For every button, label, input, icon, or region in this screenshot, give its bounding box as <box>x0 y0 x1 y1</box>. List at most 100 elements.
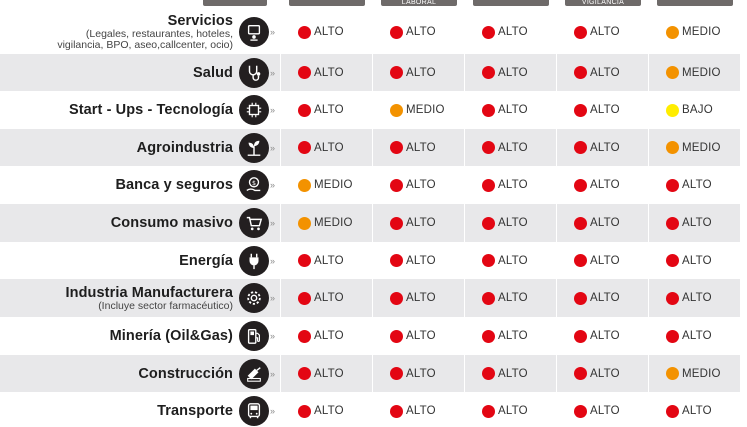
risk-level-label: ALTO <box>498 104 528 116</box>
risk-cell: ALTO <box>281 317 372 355</box>
risk-dot-icon <box>666 216 679 230</box>
sector-label: Banca y seguros <box>115 177 239 193</box>
risk-cell: ALTO <box>649 279 740 317</box>
plant-icon <box>239 132 269 163</box>
risk-cell: ALTO <box>465 204 556 242</box>
sector-label-cell: Transporte » <box>0 392 280 427</box>
risk-dot-icon <box>390 66 403 79</box>
risk-level-label: ALTO <box>590 405 620 417</box>
sector-label-cell: Energía » <box>0 242 280 279</box>
table-row: Consumo masivo » MEDIO ALTO ALTO ALTO ALTO <box>0 204 747 242</box>
risk-level-label: BAJO <box>682 104 713 116</box>
sector-subtitle: (Incluye sector farmacéutico) <box>98 299 233 312</box>
risk-level-label: MEDIO <box>314 179 353 191</box>
risk-level-label: ALTO <box>590 367 620 380</box>
risk-level-label: ALTO <box>314 405 344 417</box>
risk-level-label: ALTO <box>314 26 344 38</box>
risk-cell: ALTO <box>557 355 648 392</box>
risk-cell: ALTO <box>373 204 464 242</box>
risk-level-label: ALTO <box>406 292 436 304</box>
risk-cell: MEDIO <box>649 54 740 91</box>
risk-dot-icon <box>390 25 403 39</box>
sector-label: Minería (Oil&Gas) <box>110 328 239 344</box>
risk-dot-icon <box>298 216 311 230</box>
risk-level-label: ALTO <box>406 66 436 79</box>
risk-level-label: ALTO <box>314 66 344 79</box>
risk-dot-icon <box>574 254 587 267</box>
risk-cell: ALTO <box>649 242 740 279</box>
risk-cell: ALTO <box>557 129 648 166</box>
cart-icon <box>239 208 269 238</box>
risk-cell: ALTO <box>281 242 372 279</box>
risk-level-label: ALTO <box>314 254 344 267</box>
risk-cell: ALTO <box>557 392 648 427</box>
risk-cell: ALTO <box>373 392 464 427</box>
risk-dot-icon <box>390 291 403 305</box>
risk-cell: ALTO <box>465 129 556 166</box>
sector-label-cell: Consumo masivo » <box>0 204 280 242</box>
sector-label: Energía <box>179 253 239 269</box>
risk-cell: ALTO <box>649 392 740 427</box>
risk-level-label: ALTO <box>590 141 620 154</box>
risk-dot-icon <box>574 291 587 305</box>
plug-icon <box>239 245 269 276</box>
risk-dot-icon <box>574 141 587 154</box>
risk-dot-icon <box>482 25 495 39</box>
sector-name: Construcción <box>138 365 233 382</box>
table-row: Transporte » ALTO ALTO ALTO ALTO ALTO <box>0 392 747 427</box>
risk-cell: ALTO <box>373 54 464 91</box>
chevron-right-icon: » <box>270 255 276 266</box>
chevron-right-icon: » <box>270 142 276 153</box>
sector-label: Consumo masivo <box>111 215 239 231</box>
table-row: Banca y seguros $ » MEDIO ALTO ALTO ALTO ALTO <box>0 166 747 204</box>
risk-level-label: ALTO <box>590 254 620 267</box>
risk-cell: ALTO <box>465 10 556 54</box>
risk-dot-icon <box>390 329 403 343</box>
risk-level-label: ALTO <box>682 179 712 191</box>
risk-dot-icon <box>482 291 495 305</box>
risk-cell: MEDIO <box>649 355 740 392</box>
column-header-row: LABORAL VIGILANCIA <box>0 0 747 10</box>
risk-cell: ALTO <box>557 242 648 279</box>
money-hand-icon: $ <box>239 170 269 200</box>
services-icon <box>239 17 269 47</box>
sector-label: Servicios (Legales, restaurantes, hoteles… <box>38 13 239 51</box>
sector-label-cell: Servicios (Legales, restaurantes, hoteles… <box>0 10 280 54</box>
risk-level-label: ALTO <box>406 405 436 417</box>
trowel-brick-icon <box>239 358 269 389</box>
sector-label: Salud <box>193 65 239 81</box>
risk-dot-icon <box>390 404 403 418</box>
risk-cell: ALTO <box>465 355 556 392</box>
risk-cell: ALTO <box>465 279 556 317</box>
chevron-right-icon: » <box>270 331 276 341</box>
table-row: Minería (Oil&Gas) » ALTO ALTO ALTO ALTO ALTO <box>0 317 747 355</box>
risk-dot-icon <box>298 25 311 39</box>
risk-level-label: MEDIO <box>682 66 721 79</box>
risk-cell: ALTO <box>557 204 648 242</box>
sector-name: Transporte <box>157 403 233 419</box>
risk-cell: MEDIO <box>281 204 372 242</box>
risk-level-label: ALTO <box>590 292 620 304</box>
risk-dot-icon <box>574 66 587 79</box>
risk-dot-icon <box>298 178 311 192</box>
risk-cell: ALTO <box>281 10 372 54</box>
risk-cell: ALTO <box>557 10 648 54</box>
risk-cell: ALTO <box>373 279 464 317</box>
sector-label-cell: Construcción » <box>0 355 280 392</box>
risk-dot-icon <box>482 254 495 267</box>
chevron-right-icon: » <box>270 67 276 78</box>
risk-dot-icon <box>298 329 311 343</box>
risk-dot-icon <box>298 141 311 154</box>
sector-name: Agroindustria <box>136 139 233 156</box>
risk-dot-icon <box>574 216 587 230</box>
table-row: Start - Ups - Tecnología » ALTO MEDIO ALTO AL… <box>0 91 747 129</box>
risk-cell: ALTO <box>649 204 740 242</box>
sector-label: Agroindustria <box>137 140 239 156</box>
risk-dot-icon <box>482 216 495 230</box>
risk-level-label: ALTO <box>590 330 620 342</box>
risk-cell: ALTO <box>281 355 372 392</box>
risk-dot-icon <box>666 25 679 39</box>
risk-cell: ALTO <box>557 279 648 317</box>
risk-level-label: MEDIO <box>406 104 445 116</box>
risk-dot-icon <box>666 66 679 79</box>
